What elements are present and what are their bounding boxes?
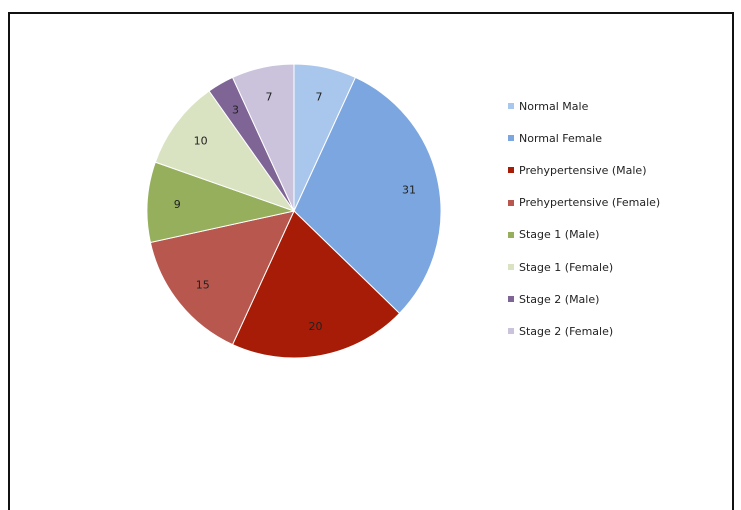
legend-label-2: Prehypertensive (Male) [519,163,647,177]
legend-entry-3: Prehypertensive (Female) [508,187,660,219]
legend-entry-2: Prehypertensive (Male) [508,154,660,186]
pie-data-label-6: 3 [232,104,239,117]
legend-swatch-5 [508,264,514,271]
pie-slice-2 [231,210,401,359]
legend-swatch-3 [508,199,514,206]
legend-swatch-6 [508,296,514,303]
pie-slice-5 [154,90,296,212]
legend-label-7: Stage 2 (Female) [519,324,614,338]
legend-label-4: Stage 1 (Male) [519,228,600,242]
pie-data-label-4: 9 [174,198,181,211]
legend-entry-4: Stage 1 (Male) [508,219,660,251]
legend-swatch-7 [508,328,514,335]
legend-label-6: Stage 2 (Male) [519,292,600,306]
pie-slice-1 [293,76,442,315]
pie-data-label-1: 31 [402,184,416,197]
legend-label-0: Normal Male [519,99,589,113]
pie-slice-7 [231,63,295,212]
legend-entry-6: Stage 2 (Male) [508,283,660,315]
legend-entry-5: Stage 1 (Female) [508,251,660,283]
legend-swatch-0 [508,103,514,110]
pie-data-label-0: 7 [316,91,323,104]
pie-data-label-2: 20 [309,320,323,333]
pie-slice-3 [149,210,295,346]
legend-label-3: Prehypertensive (Female) [519,196,661,210]
pie-data-label-5: 10 [194,135,208,148]
legend-entry-1: Normal Female [508,122,660,154]
legend-label-5: Stage 1 (Female) [519,260,614,274]
pie-slice-4 [146,161,296,244]
pie-data-label-3: 15 [196,278,210,291]
legend-label-1: Normal Female [519,131,603,145]
pie-slices [146,63,442,359]
legend-entry-0: Normal Male [508,90,660,122]
legend-entry-7: Stage 2 (Female) [508,315,660,347]
pie-data-labels: 7 31 20 15 9 10 3 7 [174,91,416,333]
legend-swatch-4 [508,231,514,238]
legend-swatch-1 [508,135,514,142]
pie-data-label-7: 7 [266,91,273,104]
legend: Normal Male Normal Female Prehypertensive … [508,90,660,348]
legend-swatch-2 [508,167,514,174]
